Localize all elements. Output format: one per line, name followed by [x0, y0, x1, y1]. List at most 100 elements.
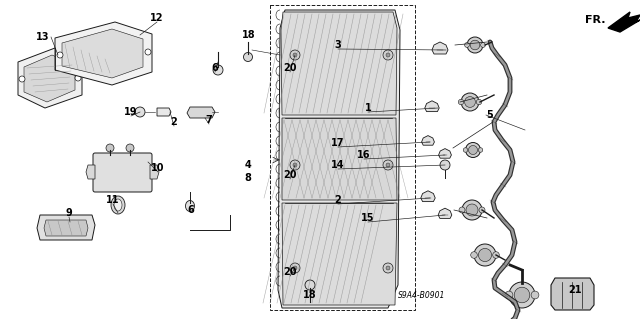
Polygon shape	[44, 220, 88, 236]
Polygon shape	[421, 191, 435, 202]
Circle shape	[293, 53, 297, 57]
Polygon shape	[157, 108, 171, 116]
Circle shape	[383, 50, 393, 60]
Ellipse shape	[186, 201, 195, 211]
Polygon shape	[422, 136, 435, 145]
Polygon shape	[282, 203, 397, 305]
Circle shape	[458, 99, 464, 105]
Text: 21: 21	[568, 285, 582, 295]
Circle shape	[474, 244, 496, 266]
Circle shape	[514, 287, 530, 303]
Text: 11: 11	[106, 195, 120, 205]
Polygon shape	[438, 149, 451, 158]
Polygon shape	[282, 118, 397, 200]
Circle shape	[126, 144, 134, 152]
Circle shape	[470, 40, 480, 50]
Circle shape	[386, 53, 390, 57]
Polygon shape	[86, 165, 95, 179]
Circle shape	[106, 144, 114, 152]
Text: 16: 16	[357, 150, 371, 160]
Text: 18: 18	[242, 30, 256, 40]
Circle shape	[213, 65, 223, 75]
Text: 9: 9	[66, 208, 72, 218]
Ellipse shape	[305, 280, 315, 290]
Circle shape	[481, 43, 485, 48]
Polygon shape	[62, 29, 143, 78]
Text: 4: 4	[244, 160, 252, 170]
Text: 6: 6	[212, 63, 218, 73]
Circle shape	[459, 207, 465, 213]
Circle shape	[531, 291, 539, 299]
Polygon shape	[37, 215, 95, 240]
Text: 17: 17	[332, 138, 345, 148]
Polygon shape	[551, 278, 594, 310]
Circle shape	[479, 249, 492, 262]
Text: 19: 19	[124, 107, 138, 117]
Ellipse shape	[243, 53, 253, 62]
Polygon shape	[425, 101, 439, 112]
Polygon shape	[55, 22, 152, 85]
Ellipse shape	[111, 196, 125, 214]
Circle shape	[462, 200, 482, 220]
Text: 3: 3	[335, 40, 341, 50]
Polygon shape	[278, 10, 400, 308]
Text: 20: 20	[284, 63, 297, 73]
Text: 12: 12	[150, 13, 164, 23]
Text: 6: 6	[188, 205, 195, 215]
Text: 14: 14	[332, 160, 345, 170]
Text: FR.: FR.	[585, 15, 605, 25]
Polygon shape	[608, 12, 640, 32]
Circle shape	[479, 207, 485, 213]
Text: 10: 10	[151, 163, 164, 173]
Circle shape	[509, 282, 535, 308]
Text: 18: 18	[303, 290, 317, 300]
Text: 1: 1	[365, 103, 371, 113]
Circle shape	[290, 160, 300, 170]
Ellipse shape	[114, 199, 122, 211]
Circle shape	[145, 49, 151, 55]
Polygon shape	[281, 12, 397, 115]
Text: 5: 5	[486, 110, 493, 120]
Text: S9A4-B0901: S9A4-B0901	[398, 292, 445, 300]
Circle shape	[476, 99, 482, 105]
Ellipse shape	[440, 160, 450, 170]
Circle shape	[470, 252, 477, 258]
Circle shape	[293, 266, 297, 270]
Text: 20: 20	[284, 170, 297, 180]
Circle shape	[461, 93, 479, 111]
Circle shape	[467, 37, 483, 53]
Circle shape	[135, 107, 145, 117]
Circle shape	[383, 160, 393, 170]
Text: 2: 2	[335, 195, 341, 205]
Polygon shape	[432, 42, 448, 54]
Circle shape	[75, 75, 81, 81]
Circle shape	[463, 148, 468, 152]
Polygon shape	[24, 55, 75, 102]
Text: 8: 8	[244, 173, 252, 183]
Circle shape	[468, 145, 477, 154]
Polygon shape	[438, 208, 452, 219]
Circle shape	[493, 252, 499, 258]
Circle shape	[290, 263, 300, 273]
Text: 13: 13	[36, 32, 50, 42]
Text: 2: 2	[171, 117, 177, 127]
Circle shape	[293, 163, 297, 167]
Polygon shape	[18, 48, 82, 108]
Circle shape	[290, 50, 300, 60]
Text: 15: 15	[361, 213, 375, 223]
Circle shape	[386, 266, 390, 270]
Circle shape	[465, 143, 481, 158]
Text: 20: 20	[284, 267, 297, 277]
FancyBboxPatch shape	[93, 153, 152, 192]
Bar	[270, 5, 415, 310]
Circle shape	[386, 163, 390, 167]
Circle shape	[383, 263, 393, 273]
Circle shape	[57, 52, 63, 58]
Polygon shape	[187, 107, 215, 118]
Circle shape	[505, 291, 513, 299]
Text: 7: 7	[205, 115, 212, 125]
Circle shape	[466, 204, 478, 216]
Circle shape	[19, 76, 25, 82]
Circle shape	[465, 97, 476, 108]
Circle shape	[465, 43, 469, 48]
